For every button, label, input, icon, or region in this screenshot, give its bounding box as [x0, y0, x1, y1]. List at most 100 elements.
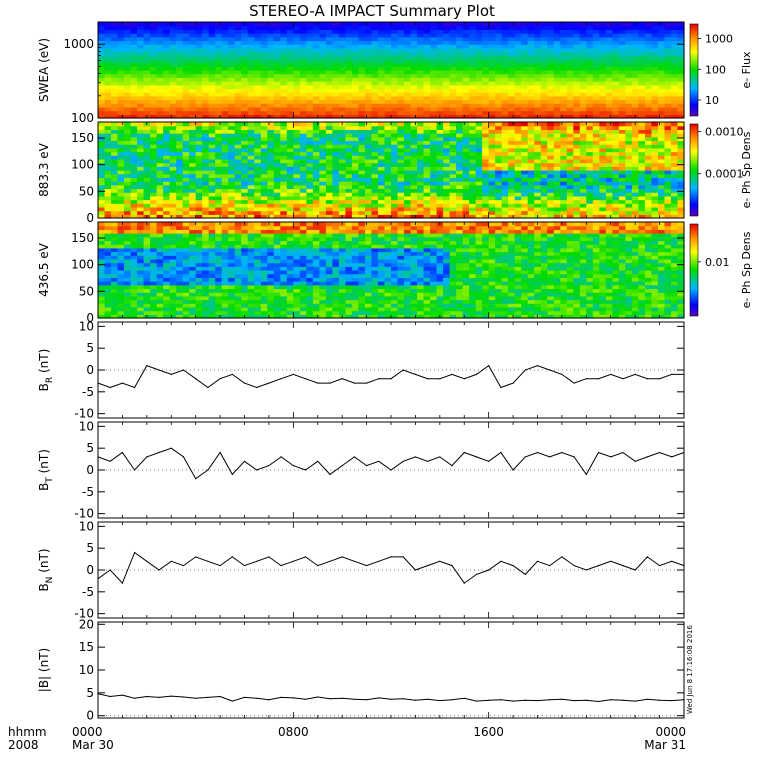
time-tick-label: 1600: [473, 725, 504, 739]
BN-ytick-label: 0: [86, 563, 94, 577]
BT-data-point: [220, 452, 221, 453]
Bmag-data-point: [171, 696, 172, 697]
BR-data-point: [476, 374, 477, 375]
BN-frame: [98, 522, 684, 618]
BT-data-point: [561, 452, 562, 453]
BT-data-point: [329, 474, 330, 475]
BT-data-point: [146, 456, 147, 457]
BT-data-point: [281, 456, 282, 457]
BN-data-point: [586, 569, 587, 570]
BN-data-point: [622, 565, 623, 566]
plot-title: STEREO-A IMPACT Summary Plot: [249, 2, 495, 20]
BR-data-point: [415, 374, 416, 375]
BN-data-point: [317, 565, 318, 566]
BR-data-point: [134, 387, 135, 388]
BT-data-point: [158, 452, 159, 453]
Bmag-data-point: [622, 700, 623, 701]
swea-ytick-label: 1000: [63, 37, 94, 51]
pad_883-colorbar: [690, 124, 698, 216]
BT-data-point: [403, 461, 404, 462]
pad_883-ytick-label: 100: [71, 158, 94, 172]
BR-data-point: [488, 365, 489, 366]
BR-data-point: [281, 378, 282, 379]
BN-data-point: [366, 565, 367, 566]
Bmag-data-point: [256, 698, 257, 699]
Bmag-data-point: [476, 701, 477, 702]
BR-data-point: [354, 383, 355, 384]
Bmag-data-point: [513, 701, 514, 702]
swea-colorbar-label: e- Flux: [740, 51, 753, 89]
BT-data-point: [671, 456, 672, 457]
BN-data-point: [427, 565, 428, 566]
pad_883-colorbar-label: e- Ph Sp Dens: [740, 131, 753, 208]
Bmag-data-point: [329, 698, 330, 699]
BN-data-point: [476, 574, 477, 575]
BR-data-point: [439, 378, 440, 379]
BN-data-point: [342, 556, 343, 557]
BT-data-point: [586, 474, 587, 475]
BT-data-point: [122, 452, 123, 453]
BN-data-point: [195, 556, 196, 557]
BR-frame: [98, 322, 684, 418]
BT-data-point: [598, 452, 599, 453]
BR-data-point: [427, 378, 428, 379]
BR-data-point: [586, 378, 587, 379]
pad_436-ytick-label: 150: [71, 231, 94, 245]
Bmag-data-point: [110, 696, 111, 697]
Bmag-data-point: [122, 695, 123, 696]
BN-data-point: [537, 561, 538, 562]
pad_436-colorbar: [690, 224, 698, 316]
BR-data-point: [574, 383, 575, 384]
Bmag-ytick-label: 20: [79, 617, 94, 631]
BR-data-point: [378, 378, 379, 379]
swea-colorbar: [690, 24, 698, 116]
BR-data-point: [305, 378, 306, 379]
BN-data-point: [207, 561, 208, 562]
pad_883-ytick-label: 150: [71, 131, 94, 145]
BR-data-point: [317, 383, 318, 384]
BR-data-point: [659, 378, 660, 379]
BR-series-line: [98, 366, 684, 388]
BT-data-point: [305, 469, 306, 470]
BR-data-point: [268, 383, 269, 384]
BT-data-point: [488, 461, 489, 462]
BN-data-point: [659, 565, 660, 566]
BR-data-point: [220, 378, 221, 379]
Bmag-data-point: [354, 699, 355, 700]
time-tick-label: 0800: [278, 725, 309, 739]
BN-data-point: [158, 569, 159, 570]
BT-data-point: [464, 452, 465, 453]
BN-data-point: [647, 556, 648, 557]
BT-data-point: [659, 452, 660, 453]
BT-data-point: [354, 456, 355, 457]
Bmag-data-point: [488, 700, 489, 701]
Bmag-data-point: [415, 700, 416, 701]
BR-data-point: [171, 374, 172, 375]
BN-data-point: [610, 561, 611, 562]
Bmag-ylabel: |B| (nT): [37, 648, 51, 692]
BR-data-point: [525, 369, 526, 370]
pad_436-heatmap-cells: [98, 222, 685, 319]
pad_883-ytick-label: 50: [79, 184, 94, 198]
BT-ytick-label: 10: [79, 419, 94, 433]
BR-data-point: [647, 378, 648, 379]
BR-ylabel: BR (nT): [37, 349, 55, 392]
BT-data-point: [207, 469, 208, 470]
BT-data-point: [244, 461, 245, 462]
Bmag-data-point: [220, 696, 221, 697]
BN-data-point: [134, 552, 135, 553]
BR-data-point: [500, 387, 501, 388]
swea-ytick-label: 100: [71, 111, 94, 125]
BR-data-point: [329, 383, 330, 384]
swea-colorbar-tick-label: 1000: [705, 33, 733, 46]
Bmag-data-point: [549, 699, 550, 700]
BR-data-point: [635, 374, 636, 375]
BT-data-point: [390, 469, 391, 470]
Bmag-data-point: [671, 700, 672, 701]
BT-data-point: [183, 456, 184, 457]
BN-data-point: [500, 561, 501, 562]
pad_883-ytick-label: 0: [86, 211, 94, 225]
BT-data-point: [439, 456, 440, 457]
